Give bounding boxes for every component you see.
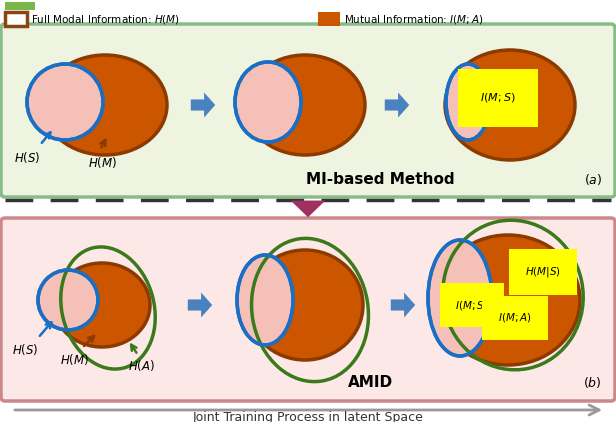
FancyBboxPatch shape: [5, 12, 27, 26]
Text: $I(M;A)$: $I(M;A)$: [498, 311, 532, 325]
FancyBboxPatch shape: [318, 12, 340, 26]
FancyBboxPatch shape: [1, 218, 615, 401]
Ellipse shape: [38, 270, 98, 330]
Text: $H(M|S)$: $H(M|S)$: [525, 265, 561, 279]
Ellipse shape: [247, 250, 363, 360]
Ellipse shape: [43, 55, 167, 155]
Text: $H(M)$: $H(M)$: [88, 155, 117, 170]
Text: Mutual Information: $I(M; A)$: Mutual Information: $I(M; A)$: [344, 13, 484, 25]
Ellipse shape: [445, 50, 575, 160]
Text: $H(M)$: $H(M)$: [60, 352, 89, 367]
Text: Full Modal Information: $H(M)$: Full Modal Information: $H(M)$: [31, 13, 180, 25]
Ellipse shape: [237, 255, 293, 345]
Ellipse shape: [436, 235, 580, 365]
Text: $(b)$: $(b)$: [583, 375, 602, 390]
Ellipse shape: [54, 263, 150, 347]
Ellipse shape: [235, 62, 301, 142]
Text: $I(M;S)$: $I(M;S)$: [480, 92, 516, 105]
Ellipse shape: [446, 64, 490, 140]
Text: AMID: AMID: [347, 375, 392, 390]
Text: $I(M;S)$: $I(M;S)$: [455, 298, 488, 311]
Text: $H(A)$: $H(A)$: [128, 358, 155, 373]
Text: Joint Training Process in latent Space: Joint Training Process in latent Space: [193, 411, 423, 422]
Ellipse shape: [245, 55, 365, 155]
Text: MI-based Method: MI-based Method: [306, 172, 455, 187]
Ellipse shape: [27, 64, 103, 140]
Text: $H(S)$: $H(S)$: [14, 150, 41, 165]
FancyBboxPatch shape: [5, 2, 35, 10]
FancyBboxPatch shape: [1, 24, 615, 197]
Text: $H(S)$: $H(S)$: [12, 342, 38, 357]
Text: $(a)$: $(a)$: [583, 172, 602, 187]
Ellipse shape: [428, 240, 492, 356]
